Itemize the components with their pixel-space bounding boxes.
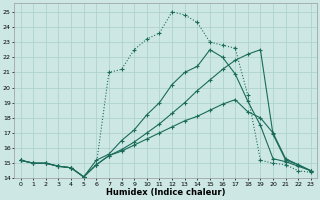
X-axis label: Humidex (Indice chaleur): Humidex (Indice chaleur) xyxy=(106,188,226,197)
